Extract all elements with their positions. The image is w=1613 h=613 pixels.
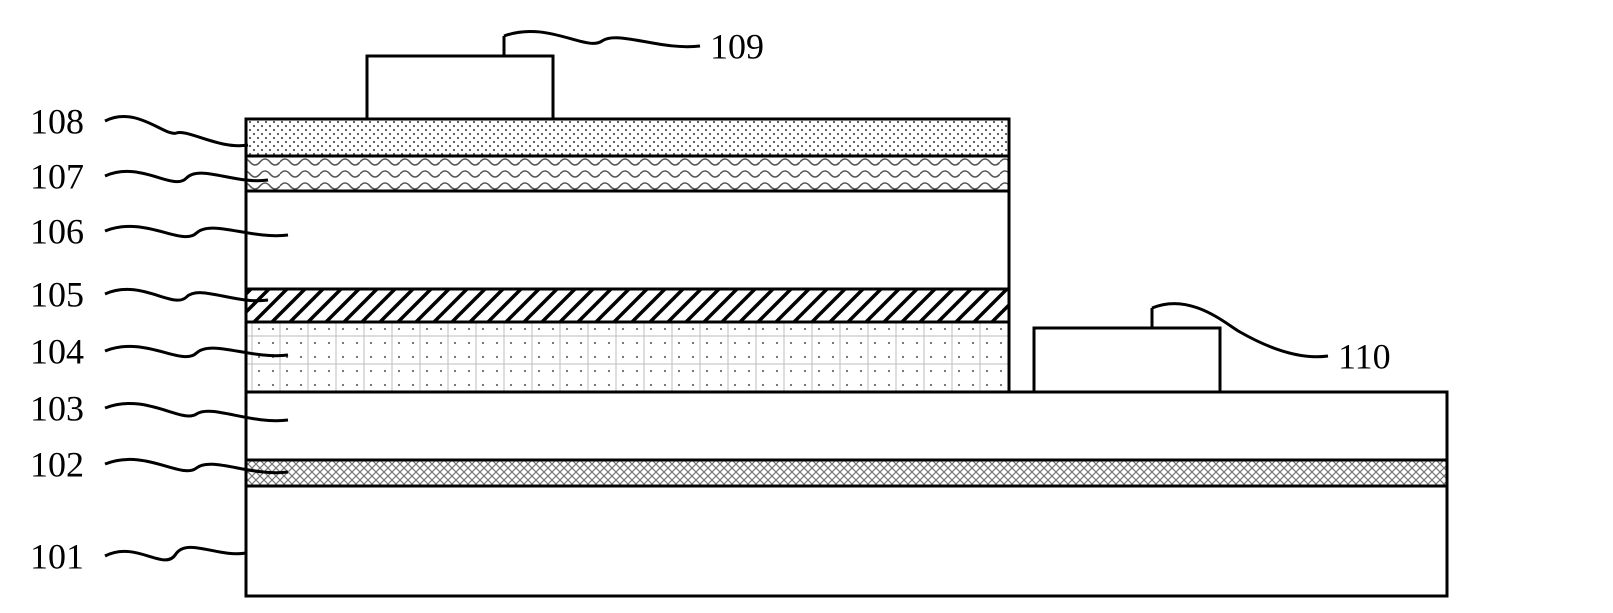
label-106: 106	[30, 211, 84, 251]
label-107: 107	[30, 156, 84, 196]
layer-108	[246, 119, 1009, 156]
label-108: 108	[30, 101, 84, 141]
leader-109	[504, 31, 700, 46]
layer-104	[246, 322, 1009, 392]
label-103: 103	[30, 388, 84, 428]
label-101: 101	[30, 536, 84, 576]
layer-106	[246, 191, 1009, 289]
layer-102	[246, 460, 1447, 486]
electrode-110	[1034, 328, 1220, 392]
layer-diagram: 108 107 106 105 104 103 102 101 109 110	[0, 0, 1613, 613]
layer-105	[246, 289, 1009, 322]
label-109: 109	[710, 26, 764, 66]
layer-101	[246, 486, 1447, 596]
label-104: 104	[30, 331, 84, 371]
leader-101	[105, 547, 246, 560]
label-110: 110	[1338, 336, 1391, 376]
leader-108	[105, 116, 248, 145]
layer-103	[246, 392, 1447, 460]
label-102: 102	[30, 444, 84, 484]
leader-107	[105, 171, 268, 181]
label-105: 105	[30, 274, 84, 314]
electrode-109	[367, 56, 553, 119]
layer-107	[246, 156, 1009, 191]
leader-105	[105, 289, 268, 300]
